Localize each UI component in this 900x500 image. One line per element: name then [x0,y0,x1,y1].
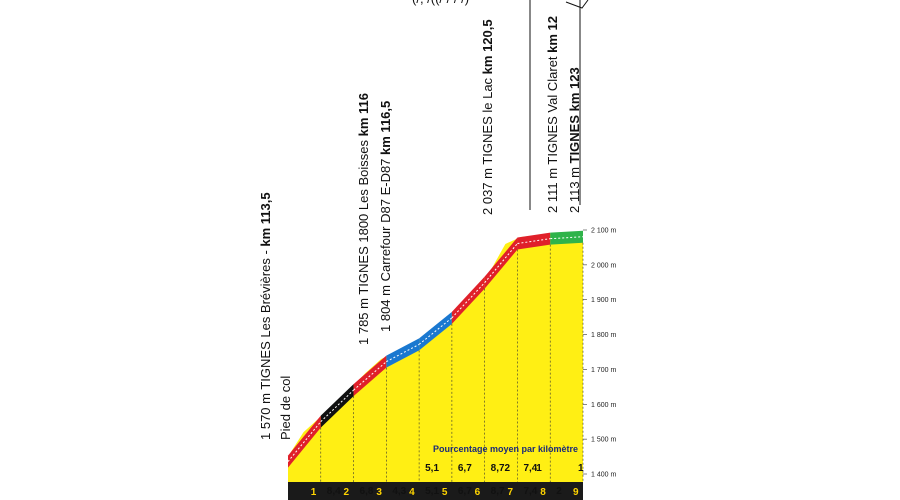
band-center-line [484,243,518,283]
percent-label-upper: 6,7 [458,463,472,474]
location-label-tignes-finish: 2 113 m TIGNES km 123 [567,67,582,213]
location-breviere-name: 1 570 m TIGNES Les Brévières - [258,247,273,440]
band-center-line [353,361,387,391]
km-label: 5 [442,487,448,498]
percent-label-upper: 1 [578,463,584,474]
location-label-carrefour: 1 804 m Carrefour D87 E-D87 km 116,5 [378,101,393,332]
location-label-lac: 2 037 m TIGNES le Lac km 120,5 [480,19,495,215]
band-center-line [517,238,551,245]
km-label: 2 [344,487,350,498]
location-carrefour-name: 1 804 m Carrefour D87 E-D87 [378,155,393,332]
percent-label: 7,4 [523,486,537,497]
location-label-boisses: 1 785 m TIGNES 1800 Les Boisses km 116 [356,93,371,345]
band-center-line [287,421,322,462]
percent-labels: 8,4 6,8 4,3 5,1 6,7 8,7 7,4 2 2 1 1 5,1 6,7 8,7 7,4 [327,463,584,497]
band-center-line [550,236,584,240]
y-tick-label: 2 000 m [591,262,616,269]
profile-area [288,231,583,500]
gradient-segment [320,384,354,428]
km-label: 9 [573,487,579,498]
km-label: 6 [475,487,481,498]
location-lac-km: km 120,5 [480,19,495,74]
y-tick-label: 1 900 m [591,297,616,304]
percent-label: 8,4 [327,486,341,497]
average-percentage-note: Pourcentage moyen par kilomètre [433,444,578,454]
gradient-segment [386,338,420,368]
band-center-line [320,389,354,423]
percent-label-upper: 7,4 [523,463,537,474]
y-tick-label: 1 400 m [591,472,616,479]
top-fragment-label: (/, /((/ / / /) [412,0,469,6]
location-label-breviere: 1 570 m TIGNES Les Brévières - km 113,5 [258,192,273,440]
percent-label: 2 [556,486,562,497]
km-label: 7 [507,487,513,498]
percent-label: 4,3 [392,486,406,497]
location-boisses-name: 1 785 m TIGNES 1800 Les Boisses [356,136,371,345]
location-tignes-name: 2 113 m [567,163,582,213]
percent-label: 6,7 [458,486,472,497]
percent-label: 5,1 [425,486,439,497]
km-grid-lines [320,242,584,482]
y-tick-label: 1 500 m [591,437,616,444]
y-tick-label: 2 100 m [591,228,616,235]
location-boisses-km: km 116 [356,93,371,136]
y-tick-label: 1 700 m [591,367,616,374]
km-label: 3 [376,487,382,498]
band-center-line [451,282,486,319]
band-center-line [418,317,453,345]
location-carrefour-km: km 116,5 [378,101,393,155]
km-label: 8 [540,487,546,498]
percent-label-upper: 1 [536,463,542,474]
km-labels: 1 2 3 4 5 6 7 8 9 [311,487,579,498]
percent-label-upper: 2 [504,463,510,474]
percent-label-upper: 8,7 [491,463,505,474]
y-tick-label: 1 600 m [591,402,616,409]
location-label-val-claret: 2 111 m TIGNES Val Claret km 12 [545,16,560,213]
km-label: 1 [311,487,317,498]
percent-label: 8,7 [491,486,505,497]
finish-flag-icon [565,0,589,9]
km-label: 4 [409,487,415,498]
km-strip [288,482,583,500]
location-val-claret-km: km 12 [545,16,560,53]
location-breviere-km: km 113,5 [258,192,273,246]
y-axis: 2 100 m 2 000 m 1 900 m 1 800 m 1 700 m 1 600… [583,228,616,479]
location-val-claret-name: 2 111 m TIGNES Val Claret [545,53,560,213]
percent-label: 6,8 [360,486,374,497]
location-tignes-km: TIGNES km 123 [567,67,582,163]
location-lac-name: 2 037 m TIGNES le Lac [480,74,495,215]
gradient-band [287,230,584,468]
y-tick-label: 1 800 m [591,332,616,339]
location-label-pied-de-col: Pied de col [278,376,293,440]
percent-label-upper: 5,1 [425,463,439,474]
